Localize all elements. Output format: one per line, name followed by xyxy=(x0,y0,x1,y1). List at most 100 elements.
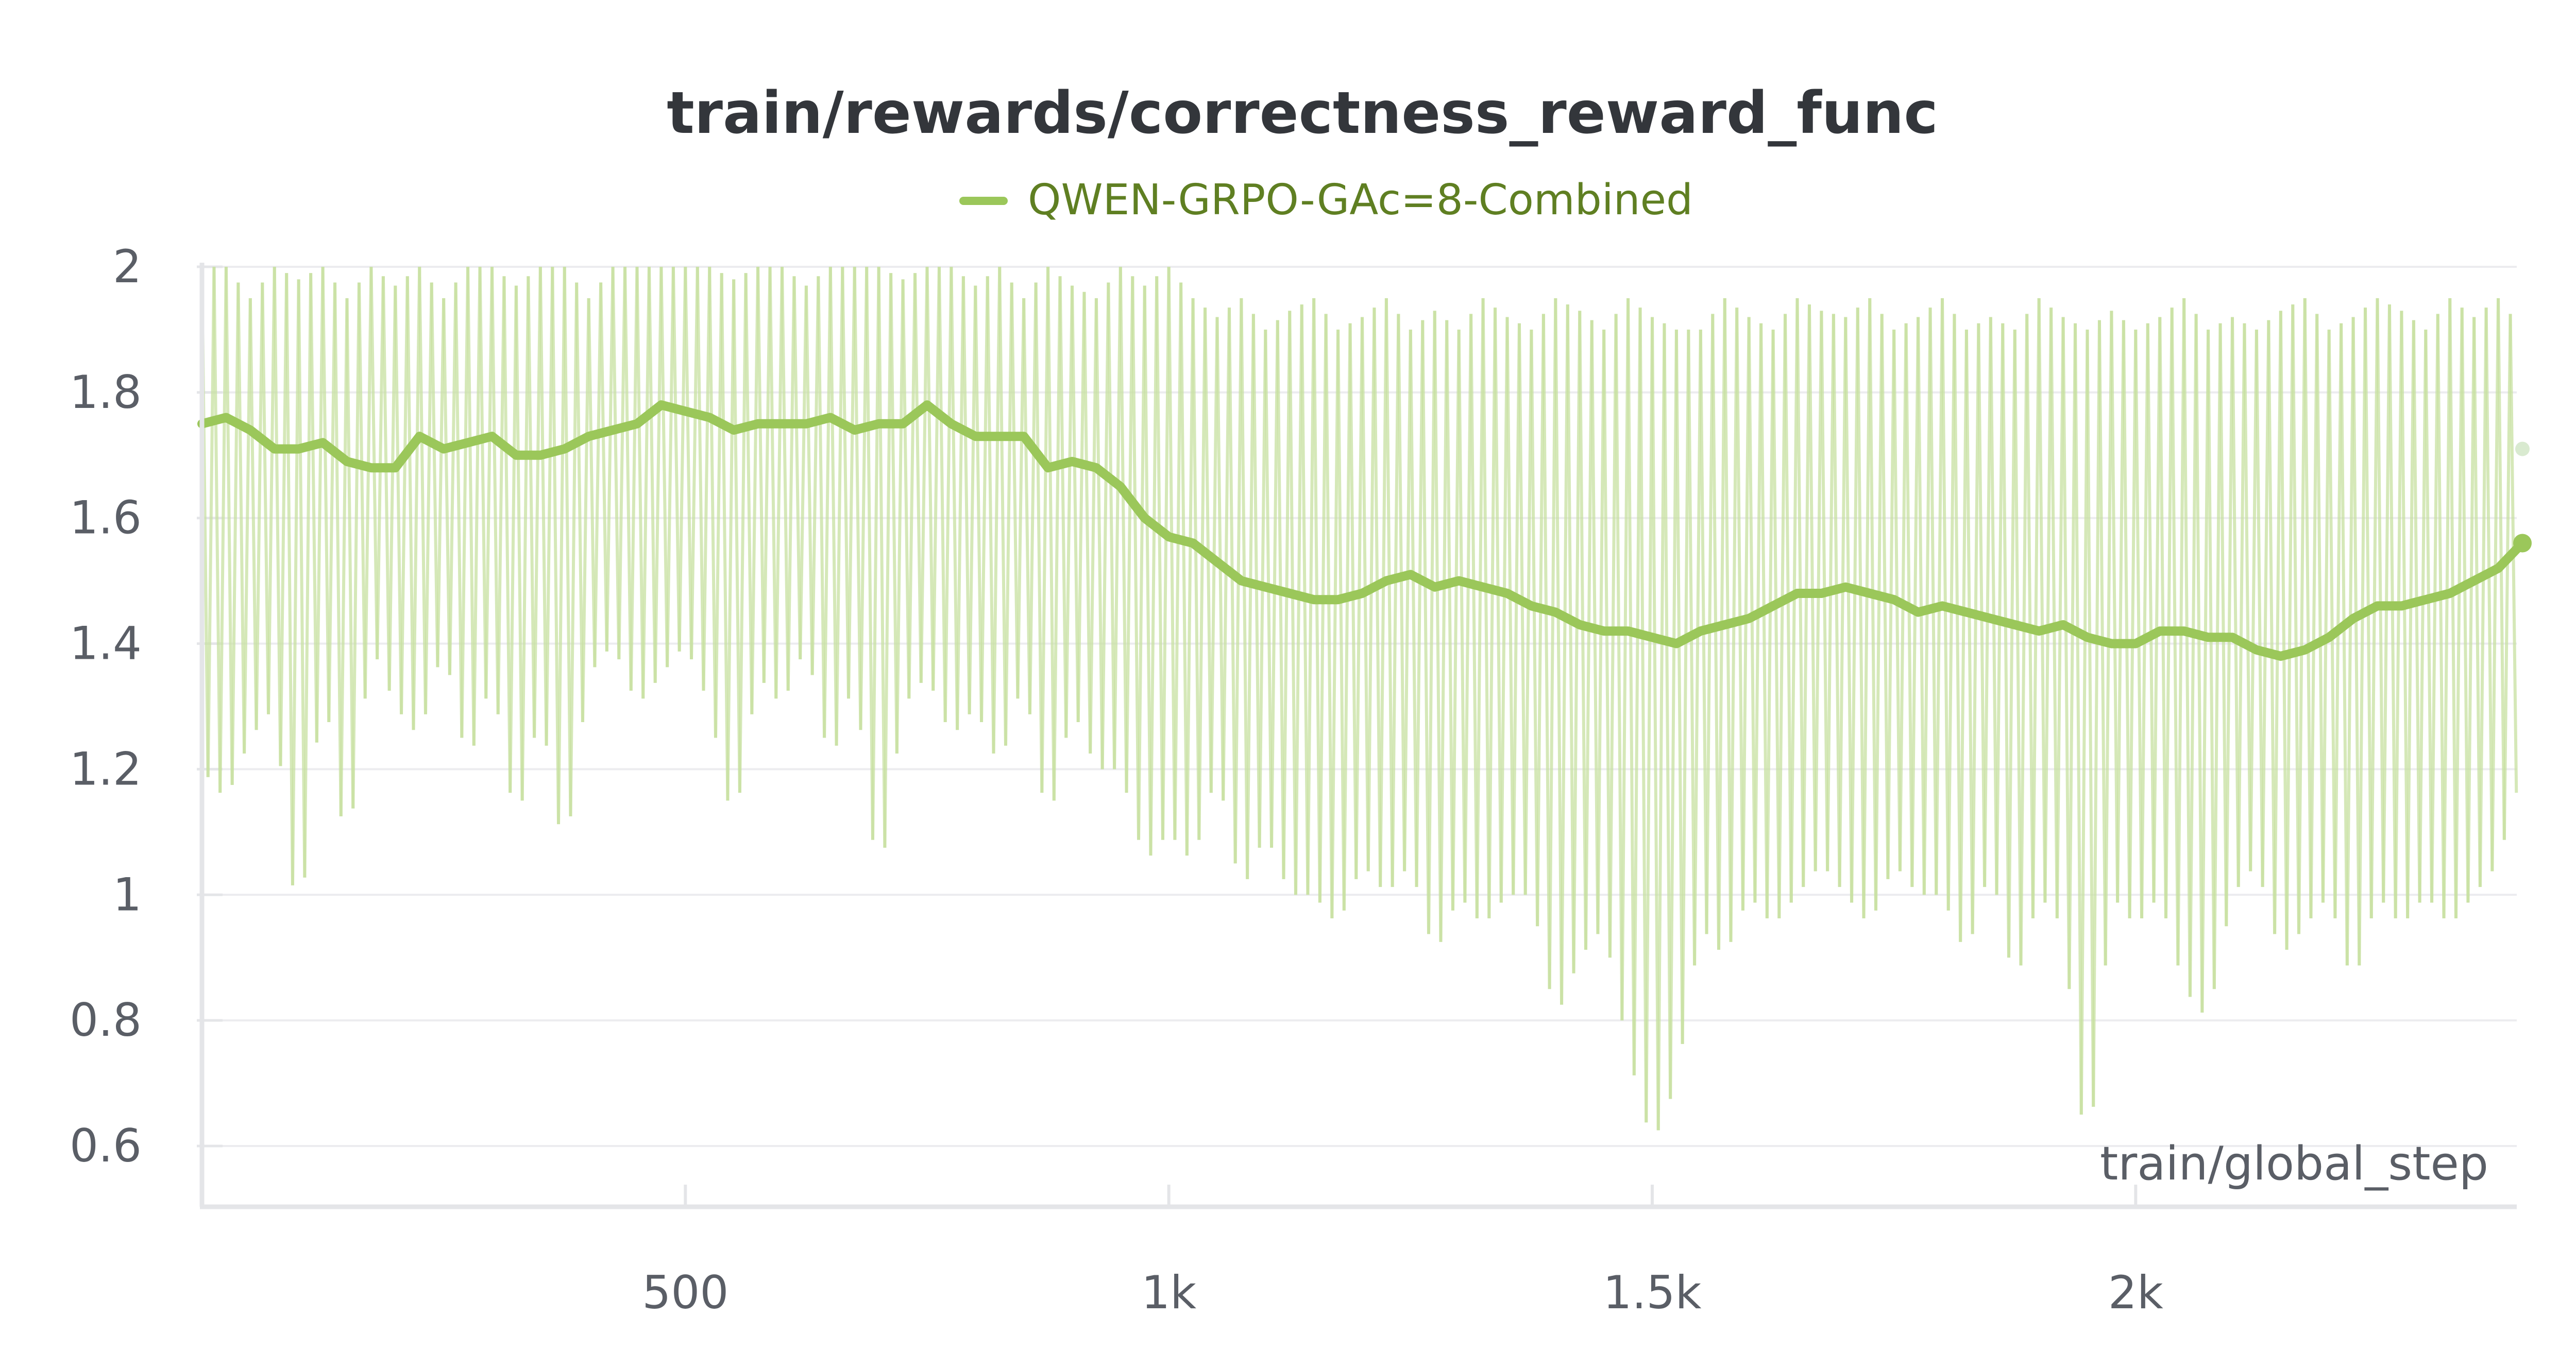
raw-series-segment xyxy=(1481,298,1491,919)
raw-series-segment xyxy=(786,276,796,691)
raw-series-segment xyxy=(1348,323,1358,879)
raw-series-segment xyxy=(738,273,748,793)
raw-series-segment xyxy=(2490,298,2500,871)
raw-series-segment xyxy=(714,273,723,738)
raw-series-segment xyxy=(1270,320,1279,848)
raw-series-segment xyxy=(1034,282,1044,793)
raw-series-segment xyxy=(956,276,965,730)
raw-series-segment xyxy=(1149,276,1159,856)
raw-series-segment xyxy=(2225,317,2234,927)
raw-series-segment xyxy=(732,279,741,793)
legend[interactable]: QWEN-GRPO-GAc=8-Combined xyxy=(959,176,1693,225)
raw-series-segment xyxy=(248,298,258,730)
raw-series-segment xyxy=(1771,329,1781,919)
raw-series-segment xyxy=(913,273,923,683)
raw-series-segment xyxy=(303,273,313,878)
raw-series-segment xyxy=(2001,323,2011,958)
raw-series-segment xyxy=(1922,307,1932,895)
raw-series-segment xyxy=(545,266,554,746)
raw-series-segment xyxy=(980,276,989,723)
raw-series-segment xyxy=(1741,317,1751,911)
legend-label[interactable]: QWEN-GRPO-GAc=8-Combined xyxy=(1028,176,1693,225)
raw-series-segment xyxy=(1118,266,1128,793)
raw-series-segment xyxy=(1052,276,1062,801)
raw-series-segment xyxy=(2333,323,2343,919)
y-tick-label: 1.6 xyxy=(70,491,142,544)
raw-series-segment xyxy=(1953,314,1962,942)
raw-series-segment xyxy=(1397,314,1406,871)
raw-series-segment xyxy=(2043,307,2053,903)
raw-series-segment xyxy=(617,266,627,660)
raw-series-segment xyxy=(1161,266,1171,840)
raw-series-segment xyxy=(587,298,597,668)
raw-series-segment xyxy=(1457,329,1467,903)
raw-series-segment xyxy=(2424,329,2434,903)
raw-series-segment xyxy=(950,266,959,730)
raw-series-segment xyxy=(1663,323,1672,1099)
raw-series-segment xyxy=(756,266,766,683)
raw-series-segment xyxy=(267,266,276,714)
raw-series-segment xyxy=(2128,329,2138,919)
raw-series-segment xyxy=(1548,298,1557,989)
x-tick-label: 1k xyxy=(1141,1266,1196,1319)
raw-series-segment xyxy=(659,266,669,668)
raw-series-segment xyxy=(1983,317,1992,887)
raw-series-segment xyxy=(750,266,760,714)
raw-series-segment xyxy=(1082,292,1092,754)
raw-series-segment xyxy=(1759,323,1769,919)
raw-series-segment xyxy=(1850,307,1859,903)
raw-series-segment xyxy=(1584,320,1594,950)
raw-series-segment xyxy=(514,285,524,801)
raw-series-segment xyxy=(2243,323,2252,871)
y-tick-label: 1.2 xyxy=(70,742,142,795)
raw-series-segment xyxy=(2387,304,2397,919)
raw-series-segment xyxy=(1342,323,1352,911)
raw-series-segment xyxy=(1886,329,1896,879)
raw-series-segment xyxy=(418,266,427,714)
y-tick-label: 1 xyxy=(113,868,142,921)
raw-series-segment xyxy=(2267,320,2277,934)
raw-series-segment xyxy=(1330,329,1340,919)
raw-series-segment xyxy=(1433,311,1443,942)
raw-series-segment xyxy=(363,266,373,699)
raw-series-segment xyxy=(436,298,446,668)
raw-series-segment xyxy=(1276,320,1285,879)
raw-series-segment xyxy=(2358,307,2367,966)
raw-series-segment xyxy=(1989,317,1998,895)
raw-series-segment xyxy=(2460,307,2470,903)
raw-series-segment xyxy=(1064,285,1074,738)
raw-series-segment xyxy=(581,298,590,723)
raw-series-segment xyxy=(1494,307,1503,903)
raw-series-segment xyxy=(1222,307,1231,801)
y-tick-label: 0.8 xyxy=(70,994,142,1047)
raw-series-segment xyxy=(2303,298,2313,919)
raw-series-segment xyxy=(1058,276,1068,738)
raw-series-segment xyxy=(2249,329,2258,871)
raw-series-segment xyxy=(1288,311,1297,895)
raw-series-segment xyxy=(799,285,808,660)
raw-series-segment xyxy=(297,279,307,878)
raw-series-segment xyxy=(1959,329,1968,942)
raw-series-segment xyxy=(315,266,325,743)
raw-series-segment xyxy=(1379,298,1388,887)
raw-series-segment xyxy=(1439,320,1449,942)
raw-series-segment xyxy=(1681,329,1690,1044)
raw-series-segment xyxy=(1651,317,1660,1131)
raw-series-segment xyxy=(405,276,415,730)
raw-series-segment xyxy=(2502,314,2512,840)
raw-series-segment xyxy=(2448,298,2458,919)
raw-series-segment xyxy=(1046,266,1056,801)
raw-series-segment xyxy=(726,279,736,801)
raw-series-segment xyxy=(1403,329,1412,871)
raw-series-segment xyxy=(744,273,754,714)
raw-series-segment xyxy=(309,273,318,743)
raw-series-segment xyxy=(351,282,361,809)
raw-series-segment xyxy=(387,285,397,691)
raw-series-segment xyxy=(1089,298,1098,754)
raw-series-segment xyxy=(1898,323,1908,871)
raw-series-segment xyxy=(1674,329,1684,1044)
raw-series-segment xyxy=(2074,323,2083,1115)
raw-series-segment xyxy=(1645,317,1654,1123)
x-tick-label: 2k xyxy=(2108,1266,2163,1319)
raw-series-segment xyxy=(1669,329,1678,1099)
